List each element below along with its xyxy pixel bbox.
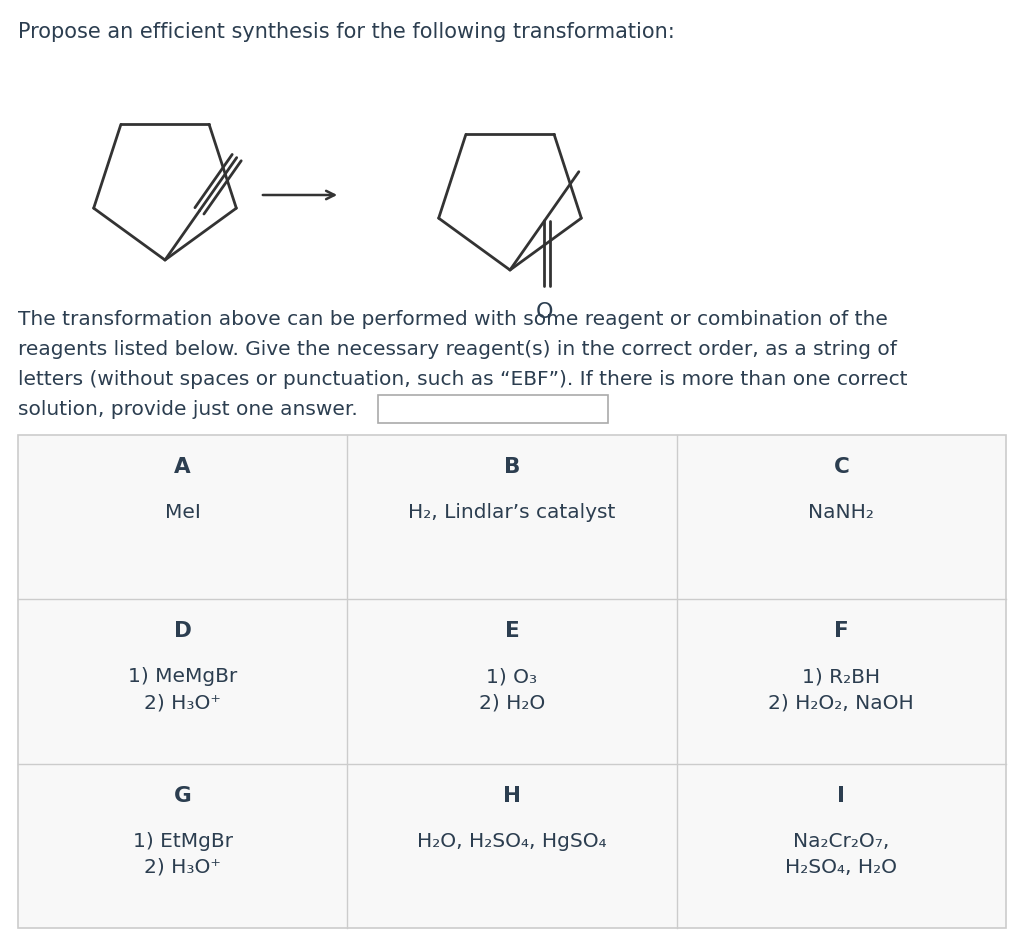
Text: 1) R₂BH: 1) R₂BH — [802, 667, 881, 686]
Text: NaNH₂: NaNH₂ — [808, 503, 874, 522]
FancyBboxPatch shape — [378, 395, 608, 423]
Text: 2) H₃O⁺: 2) H₃O⁺ — [144, 857, 221, 877]
Text: 1) EtMgBr: 1) EtMgBr — [133, 831, 232, 851]
Text: MeI: MeI — [165, 503, 201, 522]
Text: reagents listed below. Give the necessary reagent(s) in the correct order, as a : reagents listed below. Give the necessar… — [18, 340, 897, 359]
Text: 2) H₃O⁺: 2) H₃O⁺ — [144, 693, 221, 712]
Text: O: O — [536, 302, 553, 322]
Text: B: B — [504, 457, 520, 477]
Text: 1) O₃: 1) O₃ — [486, 667, 538, 686]
Text: F: F — [834, 622, 849, 641]
Text: Na₂Cr₂O₇,: Na₂Cr₂O₇, — [794, 831, 890, 851]
Text: H₂SO₄, H₂O: H₂SO₄, H₂O — [785, 857, 897, 877]
Text: G: G — [174, 786, 191, 805]
Text: Propose an efficient synthesis for the following transformation:: Propose an efficient synthesis for the f… — [18, 22, 675, 42]
Text: E: E — [505, 622, 519, 641]
Text: H: H — [503, 786, 521, 805]
Text: solution, provide just one answer.: solution, provide just one answer. — [18, 400, 357, 419]
Text: 2) H₂O₂, NaOH: 2) H₂O₂, NaOH — [768, 693, 914, 712]
Text: H₂, Lindlar’s catalyst: H₂, Lindlar’s catalyst — [409, 503, 615, 522]
Text: The transformation above can be performed with some reagent or combination of th: The transformation above can be performe… — [18, 310, 888, 329]
Text: A: A — [174, 457, 191, 477]
Text: 2) H₂O: 2) H₂O — [479, 693, 545, 712]
Text: letters (without spaces or punctuation, such as “EBF”). If there is more than on: letters (without spaces or punctuation, … — [18, 370, 907, 389]
FancyBboxPatch shape — [18, 435, 1006, 928]
Text: C: C — [834, 457, 849, 477]
Text: H₂O, H₂SO₄, HgSO₄: H₂O, H₂SO₄, HgSO₄ — [417, 831, 607, 851]
Text: D: D — [174, 622, 191, 641]
Text: 1) MeMgBr: 1) MeMgBr — [128, 667, 238, 686]
Text: I: I — [838, 786, 846, 805]
